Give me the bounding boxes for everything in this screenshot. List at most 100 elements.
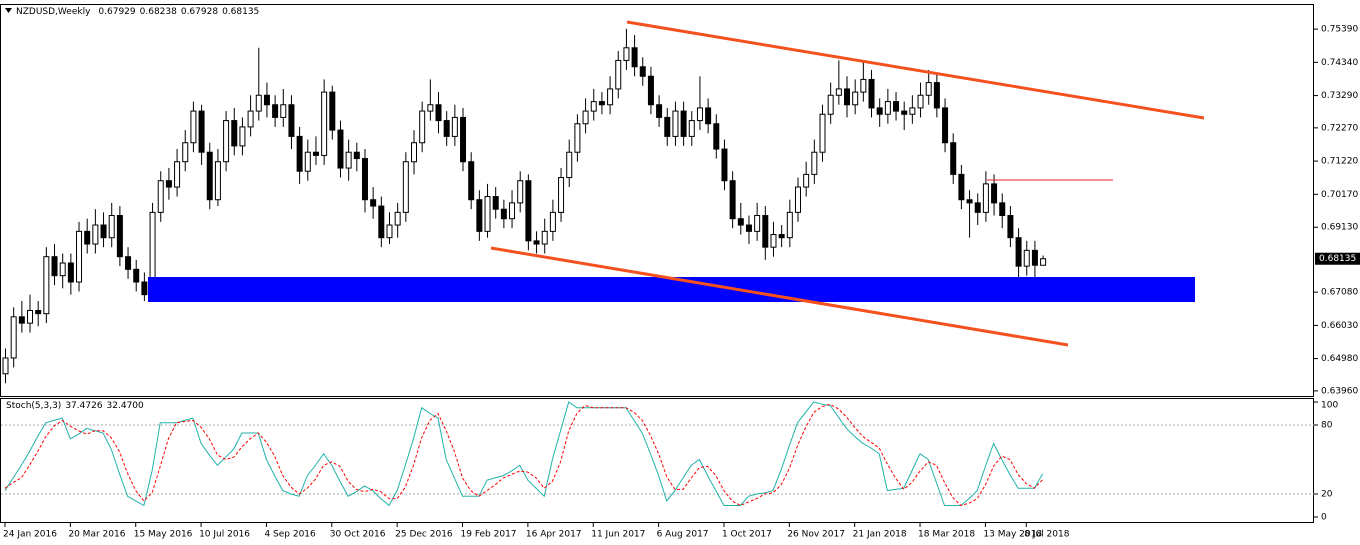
candle-body xyxy=(737,218,744,226)
candle xyxy=(321,79,328,165)
x-tick-label: 20 Mar 2016 xyxy=(68,530,125,540)
x-tick-label: 1 Oct 2017 xyxy=(722,530,772,540)
support-zone xyxy=(148,277,1195,302)
candle-body xyxy=(43,256,50,315)
candle xyxy=(647,66,654,115)
candle xyxy=(835,60,842,105)
candle-body xyxy=(615,59,622,90)
candle-body xyxy=(239,126,246,147)
candle-body xyxy=(901,110,908,115)
candle xyxy=(1023,240,1030,276)
candle xyxy=(214,149,221,207)
candle-body xyxy=(835,88,842,96)
candle-body xyxy=(116,215,123,258)
candle-body xyxy=(713,123,720,150)
candle xyxy=(378,196,385,248)
candle-body xyxy=(419,110,426,144)
candle-body xyxy=(133,268,140,283)
candle xyxy=(786,199,793,248)
candle-body xyxy=(165,180,172,188)
candle-body xyxy=(312,151,319,156)
candle-body xyxy=(182,142,189,163)
candle-body xyxy=(786,211,793,239)
candle xyxy=(991,174,998,216)
candle-body xyxy=(672,110,679,137)
candle xyxy=(288,95,295,150)
candle xyxy=(1040,255,1047,266)
candle xyxy=(925,69,932,105)
candle xyxy=(623,28,630,70)
y-tick-label: 0.73290 xyxy=(1321,91,1358,101)
candle xyxy=(133,259,140,292)
candle-body xyxy=(958,173,965,201)
candle xyxy=(533,231,540,254)
candle-body xyxy=(223,120,230,163)
candle-body xyxy=(435,104,442,122)
candle-body xyxy=(917,94,924,109)
candle-body xyxy=(794,186,801,213)
candle-body xyxy=(852,91,859,106)
candle-body xyxy=(623,47,630,61)
candle xyxy=(884,88,891,124)
candle xyxy=(917,82,924,118)
candle xyxy=(280,88,287,127)
candle xyxy=(451,104,458,146)
candle-body xyxy=(582,110,589,125)
candle-body xyxy=(263,94,270,106)
candle xyxy=(509,190,516,229)
candle-body xyxy=(280,104,287,118)
candle xyxy=(296,126,303,184)
candle xyxy=(778,225,785,248)
candle xyxy=(680,101,687,146)
y-tick-label: 0.69130 xyxy=(1321,223,1358,233)
candle xyxy=(558,168,565,222)
candle xyxy=(827,82,834,124)
candle-body xyxy=(361,158,368,201)
candle xyxy=(35,300,42,327)
stoch-label: Stoch(5,3,3) xyxy=(6,401,61,411)
candle-body xyxy=(745,224,752,232)
stoch-panel-frame xyxy=(0,398,1314,523)
stoch-d-line xyxy=(4,403,1043,507)
candle-body xyxy=(778,234,785,239)
candle xyxy=(394,202,401,238)
candle xyxy=(329,85,336,140)
candle-body xyxy=(329,91,336,131)
candle-body xyxy=(394,211,401,226)
candle-body xyxy=(92,224,99,245)
candle-body xyxy=(427,104,434,112)
candle xyxy=(67,253,74,295)
candle-body xyxy=(451,116,458,137)
candle xyxy=(165,168,172,200)
candle-body xyxy=(402,161,409,213)
candle-body xyxy=(370,199,377,207)
candle xyxy=(492,187,499,219)
x-tick-label: 26 Nov 2017 xyxy=(787,530,845,540)
candle xyxy=(549,199,556,241)
candle xyxy=(811,139,818,184)
candle xyxy=(2,348,9,384)
candle-body xyxy=(288,104,295,137)
candle-body xyxy=(321,91,328,156)
candle-body xyxy=(157,180,164,213)
x-tick-label: 18 Mar 2018 xyxy=(918,530,975,540)
x-tick-label: 10 Jul 2016 xyxy=(199,530,250,540)
close-label: 0.68135 xyxy=(222,7,259,17)
candle xyxy=(876,98,883,127)
menu-arrow[interactable] xyxy=(5,8,12,13)
candle xyxy=(263,82,270,118)
candle-body xyxy=(664,116,671,137)
candle-body xyxy=(680,110,687,137)
x-tick-label: 4 Sep 2016 xyxy=(264,530,316,540)
candle-body xyxy=(35,309,42,315)
candle-body xyxy=(860,78,867,93)
candle xyxy=(141,272,148,301)
candle xyxy=(966,190,973,238)
candle xyxy=(10,307,17,368)
candle xyxy=(999,193,1006,229)
candle-body xyxy=(206,151,213,201)
candle xyxy=(803,161,810,197)
candle-body xyxy=(942,107,949,144)
x-tick-label: 8 Jul 2018 xyxy=(1024,530,1069,540)
